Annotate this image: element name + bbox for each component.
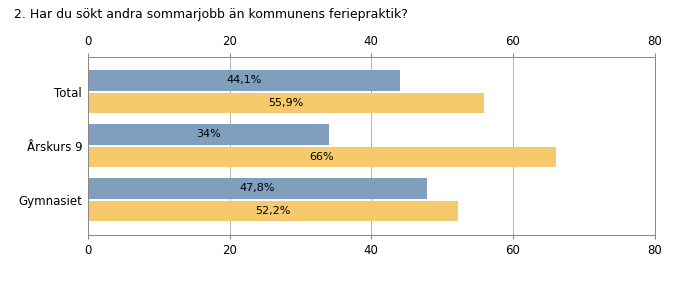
Text: 47,8%: 47,8% xyxy=(240,183,275,193)
Text: 66%: 66% xyxy=(309,152,334,162)
Text: 44,1%: 44,1% xyxy=(226,75,262,85)
Bar xyxy=(88,124,329,145)
Bar xyxy=(88,178,427,199)
Text: 2. Har du sökt andra sommarjobb än kommunens feriepraktik?: 2. Har du sökt andra sommarjobb än kommu… xyxy=(14,8,408,22)
Bar xyxy=(88,147,556,167)
Bar xyxy=(88,201,458,221)
Text: 52,2%: 52,2% xyxy=(255,206,290,216)
Bar xyxy=(88,70,400,91)
Text: 34%: 34% xyxy=(196,129,221,140)
Bar xyxy=(88,93,484,113)
Text: 55,9%: 55,9% xyxy=(268,98,304,108)
